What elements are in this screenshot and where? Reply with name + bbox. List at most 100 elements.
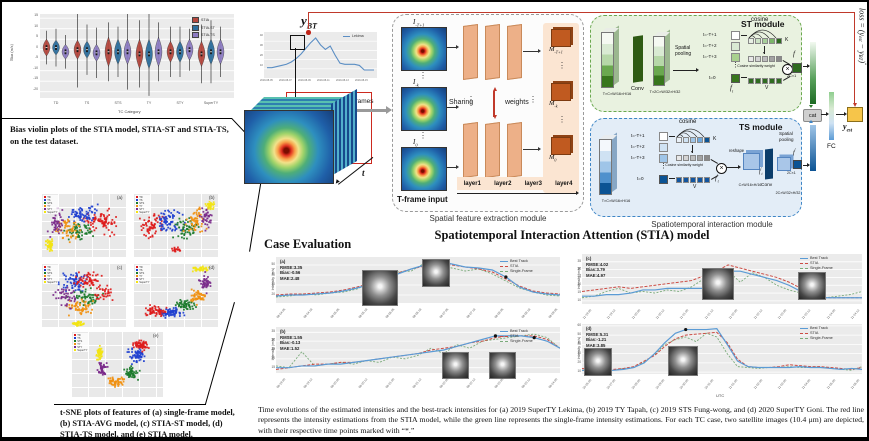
- arrowhead: [691, 151, 693, 153]
- case-xtick: 11-19 12: [606, 308, 617, 320]
- st-feature-bar2: [653, 36, 665, 86]
- token-square: [769, 78, 775, 84]
- violin-ytick: -5: [34, 55, 38, 60]
- case-ytick: 30: [271, 338, 275, 343]
- st-v-label: V: [765, 85, 769, 91]
- st-t-label: t=-T+1: [703, 32, 717, 37]
- case-xtick: 11-03 00: [776, 378, 788, 390]
- input-frame-label: I-k: [413, 78, 419, 88]
- feature-strip: [543, 23, 579, 193]
- case-caption: Time evolutions of the estimated intensi…: [258, 405, 864, 435]
- st-pool-label: Spatial: [675, 45, 691, 51]
- sfe-caption: Spatial feature extraction module: [429, 214, 547, 223]
- case-ytick: 20: [271, 355, 275, 360]
- st-ft-label: ft: [730, 84, 734, 94]
- case-xtick: 08-05 06: [330, 307, 341, 320]
- case-xtick: 11-05 00: [825, 378, 836, 390]
- token-square: [676, 137, 682, 143]
- case-xtick: 11-24 00: [825, 308, 836, 320]
- layer-strip: layer1 layer2 layer3 layer4: [457, 177, 579, 190]
- lekima-legend-line: [343, 35, 350, 37]
- case-xtick: 11-04 00: [801, 378, 812, 390]
- case-xtick: 10-26 00: [581, 378, 593, 391]
- model-title: Spatiotemporal Interaction Attention (ST…: [434, 228, 710, 242]
- violin-panel: Bias (m/s) 15 10 5 0 -5 -10 -15 -20 TD TS STS TY ST…: [9, 6, 242, 116]
- st-t-label: t=-T+3: [703, 54, 717, 59]
- input-frame-image: [401, 87, 447, 131]
- violin-legend-item: STIA-ST: [192, 24, 215, 31]
- layer-axis: [457, 193, 577, 194]
- st-f-label: f: [793, 50, 795, 58]
- token-square: [755, 56, 761, 62]
- case-xtick: 08-04 06: [275, 307, 287, 320]
- frame-cube: t: [240, 88, 374, 198]
- st-dims1: T×C×W/16×H/16: [602, 92, 632, 96]
- case-ytick: 20: [577, 359, 581, 364]
- violin-caption: Bias violin plots of the STIA model, STI…: [10, 124, 229, 146]
- sfe-module: I-T+1 ⋮ I-k ⋮ I0 T-frame input ⋮ ⋮ Sharing weight…: [392, 14, 584, 212]
- satellite-inset: [362, 270, 398, 306]
- satellite-inset: [489, 352, 516, 379]
- satellite-inset: [798, 272, 826, 300]
- case-xtick: 09-20 00: [330, 377, 341, 390]
- tsne-points: [144, 265, 212, 319]
- feature-map-box: [551, 29, 571, 47]
- ts-t0-square: [659, 175, 668, 184]
- case-xtick: 09-23 12: [520, 377, 532, 390]
- case-ytick: 25: [577, 274, 581, 279]
- token-square: [748, 56, 754, 62]
- case-xtick: 08-08 06: [493, 307, 504, 320]
- token-square: [697, 177, 703, 183]
- loss-connector: [854, 12, 855, 104]
- ts-t-label: t=-T+1: [631, 133, 645, 138]
- feature-map-box: [551, 137, 571, 155]
- ts-cube1-dims: C×W/16×H/16: [738, 183, 762, 187]
- tsne-points: [44, 203, 118, 252]
- t-frame-input-label: T-frame input: [397, 195, 448, 204]
- satellite-inset: [702, 268, 734, 300]
- ellipsis: ⋮: [732, 62, 739, 69]
- case-chart-(d): [582, 325, 862, 373]
- case-xtick: 08-05 18: [357, 307, 368, 320]
- case-ytick: 25: [271, 347, 275, 351]
- lekima-plot-area: [264, 32, 377, 78]
- peak-box: [290, 35, 305, 50]
- case-xtick: 11-21 00: [679, 308, 690, 320]
- case-chart-(a): [276, 259, 560, 298]
- case-xtick: 08-06 18: [411, 307, 423, 320]
- ellipsis: ⋮: [529, 95, 537, 104]
- case-xtick: 08-07 06: [438, 307, 450, 320]
- line: [741, 35, 747, 36]
- st-module-title: ST module: [741, 19, 785, 29]
- case-xtick: 10-28 00: [630, 378, 642, 391]
- lekima-legend-label: Lekima: [352, 34, 364, 38]
- arrowhead: [738, 164, 741, 169]
- tsne-subplot: (d) TD TS STS TY STY SuperTY: [132, 262, 220, 328]
- token-square: [683, 137, 689, 143]
- violin-legend-item: STIA: [192, 17, 215, 23]
- satellite-inset: [668, 346, 698, 376]
- input-frame-image: [401, 147, 447, 191]
- token-square: [776, 56, 782, 62]
- feature-map-label: M0: [549, 154, 557, 163]
- case-legend: Best Track STIA Single-Frame: [800, 256, 833, 271]
- ts-ft-label: f't: [715, 173, 719, 184]
- line: [447, 47, 457, 48]
- st-k-label: K: [785, 37, 789, 43]
- violin-ytick: -10: [33, 65, 38, 70]
- arrowhead: [492, 115, 497, 119]
- violin-ytick: -15: [33, 76, 38, 81]
- case-ylabel: Intensity (m/s): [271, 267, 276, 291]
- token-square: [676, 177, 682, 183]
- violin-xtick: TD: [53, 101, 59, 105]
- token-square: [704, 155, 710, 161]
- case-xtick: 09-24 00: [547, 377, 559, 390]
- case-xtick: 09-21 12: [411, 377, 423, 390]
- arrowhead: [538, 146, 541, 151]
- tsne-subplot-label: (e): [153, 333, 159, 338]
- st-cosine-arcs: [748, 29, 777, 39]
- lekima-intensity-chart: [264, 37, 377, 71]
- case-stats: (d) RMSE:5.31 Bias:-1.21 MAE:3.85: [586, 326, 609, 348]
